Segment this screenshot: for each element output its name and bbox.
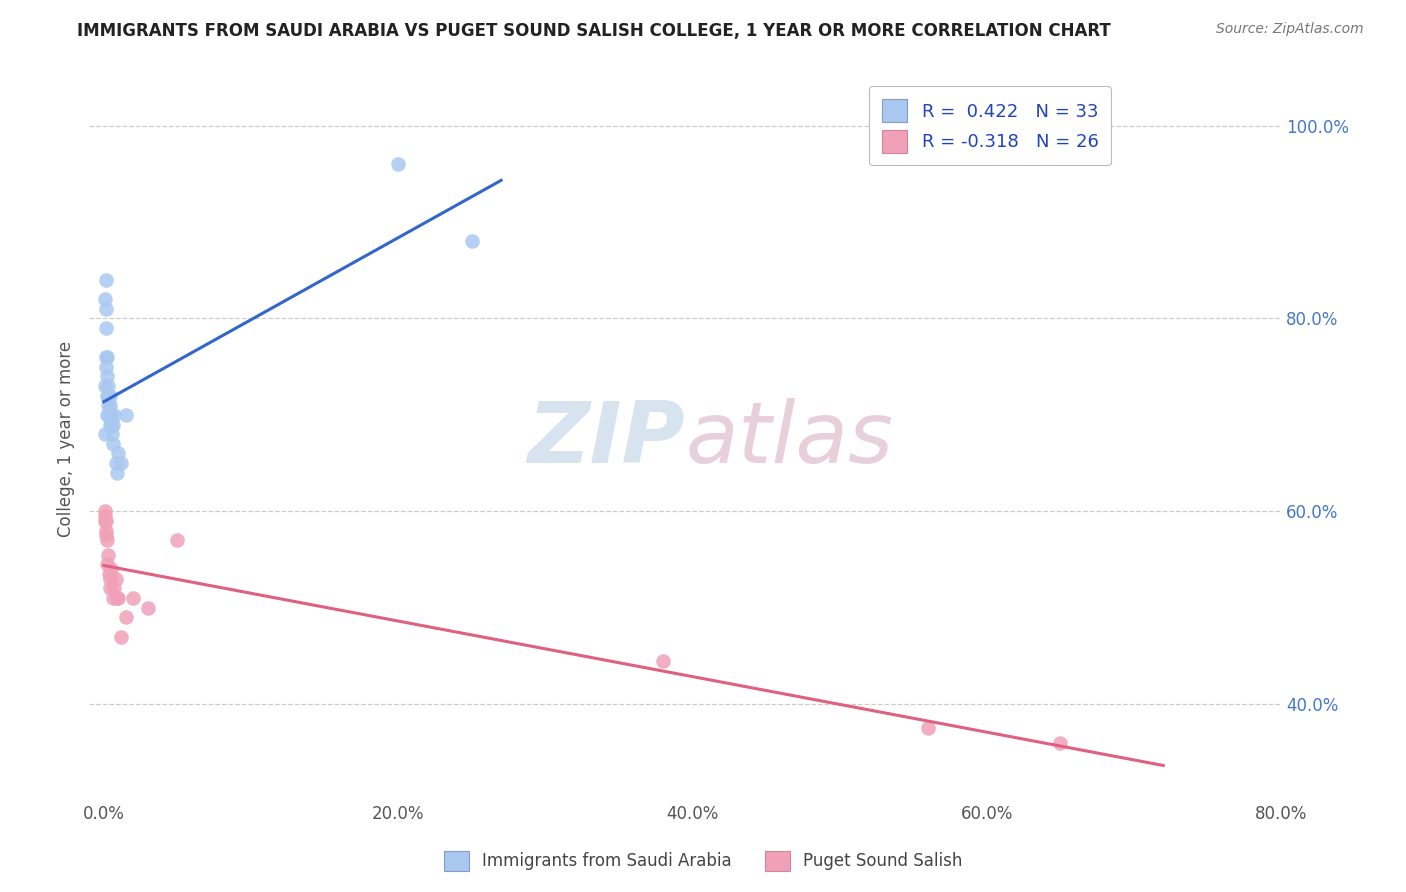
Point bbox=[96, 533, 118, 548]
Point bbox=[100, 562, 122, 576]
Point bbox=[93, 509, 115, 524]
Point bbox=[94, 359, 117, 374]
Point bbox=[917, 721, 939, 735]
Point bbox=[104, 572, 127, 586]
Point bbox=[460, 235, 482, 249]
Point bbox=[101, 437, 124, 451]
Point bbox=[94, 301, 117, 316]
Text: IMMIGRANTS FROM SAUDI ARABIA VS PUGET SOUND SALISH COLLEGE, 1 YEAR OR MORE CORRE: IMMIGRANTS FROM SAUDI ARABIA VS PUGET SO… bbox=[77, 22, 1111, 40]
Point bbox=[96, 389, 118, 403]
Point bbox=[94, 292, 117, 306]
Point bbox=[103, 417, 125, 432]
Point bbox=[96, 514, 118, 528]
Text: ZIP: ZIP bbox=[527, 398, 685, 481]
Point bbox=[96, 408, 118, 422]
Point bbox=[166, 533, 188, 548]
Point bbox=[103, 408, 125, 422]
Point bbox=[98, 582, 121, 596]
Point bbox=[122, 591, 145, 606]
Point bbox=[97, 408, 120, 422]
Point bbox=[94, 514, 117, 528]
Point bbox=[97, 398, 120, 412]
Text: atlas: atlas bbox=[685, 398, 893, 481]
Point bbox=[97, 567, 120, 582]
Point bbox=[94, 273, 117, 287]
Point bbox=[97, 548, 120, 562]
Point bbox=[94, 528, 117, 542]
Point bbox=[94, 524, 117, 538]
Point bbox=[96, 321, 118, 335]
Point bbox=[101, 427, 124, 442]
Point bbox=[97, 389, 120, 403]
Point bbox=[105, 591, 128, 606]
Point bbox=[100, 572, 122, 586]
Legend: R =  0.422   N = 33, R = -0.318   N = 26: R = 0.422 N = 33, R = -0.318 N = 26 bbox=[869, 87, 1111, 165]
Point bbox=[100, 398, 122, 412]
Y-axis label: College, 1 year or more: College, 1 year or more bbox=[58, 341, 75, 537]
Point bbox=[115, 610, 138, 624]
Point bbox=[98, 389, 121, 403]
Point bbox=[98, 417, 121, 432]
Point bbox=[103, 582, 125, 596]
Point bbox=[96, 369, 118, 384]
Point bbox=[110, 630, 132, 644]
Point bbox=[104, 456, 127, 470]
Point bbox=[107, 446, 129, 460]
Point bbox=[96, 350, 118, 364]
Point bbox=[105, 466, 128, 480]
Point bbox=[96, 558, 118, 572]
Point bbox=[115, 408, 138, 422]
Text: Source: ZipAtlas.com: Source: ZipAtlas.com bbox=[1216, 22, 1364, 37]
Point bbox=[97, 379, 120, 393]
Point bbox=[652, 654, 675, 668]
Point bbox=[101, 591, 124, 606]
Point bbox=[107, 591, 129, 606]
Point bbox=[94, 504, 117, 518]
Legend: Immigrants from Saudi Arabia, Puget Sound Salish: Immigrants from Saudi Arabia, Puget Soun… bbox=[436, 842, 970, 880]
Point bbox=[94, 350, 117, 364]
Point bbox=[98, 408, 121, 422]
Point bbox=[94, 379, 117, 393]
Point bbox=[136, 600, 159, 615]
Point bbox=[1049, 736, 1071, 750]
Point bbox=[387, 157, 409, 171]
Point bbox=[100, 417, 122, 432]
Point bbox=[100, 408, 122, 422]
Point bbox=[93, 427, 115, 442]
Point bbox=[110, 456, 132, 470]
